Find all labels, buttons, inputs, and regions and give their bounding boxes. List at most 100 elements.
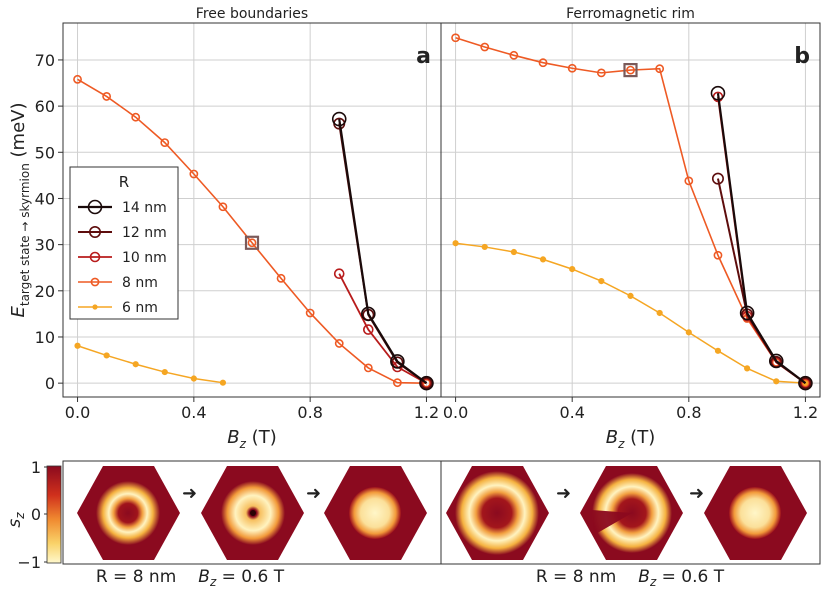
x-tick-label: 0.0 (65, 403, 90, 422)
data-point (219, 379, 227, 386)
series-line-14nm (338, 118, 428, 385)
snapshot-broken-ring (580, 466, 683, 560)
data-point (538, 58, 548, 68)
y-tick-label: 60 (35, 97, 55, 116)
legend-swatch-marker (89, 226, 102, 239)
panel-title: Free boundaries (196, 6, 308, 22)
data-point (131, 112, 141, 122)
data-point (189, 169, 199, 179)
data-point (73, 74, 82, 84)
x-tick-label: 0.4 (559, 403, 584, 422)
data-point (656, 309, 663, 317)
legend-entry-label: 14 nm (122, 200, 167, 216)
legend-entry-label: 6 nm (122, 300, 158, 316)
legend-swatch-marker (87, 199, 103, 215)
data-point (363, 363, 373, 373)
colorbar-tick-label: 0 (31, 505, 41, 524)
series-line-14nm (716, 93, 807, 385)
x-axis-label: Bz (T) (227, 427, 276, 451)
series-line-8nm (455, 37, 806, 384)
legend-entry-label: 8 nm (122, 275, 158, 291)
data-point (627, 292, 634, 299)
data-point (773, 378, 780, 385)
data-point (801, 378, 810, 388)
series-line-8nm (77, 78, 427, 384)
x-axis-label: Bz (T) (606, 427, 655, 451)
colorbar-tick-label: 1 (31, 458, 41, 477)
colorbar-tick-label: −1 (17, 553, 41, 572)
y-tick-label: 20 (35, 282, 55, 301)
arrow-icon: ➜ (182, 483, 197, 504)
series-line-12nm (338, 123, 428, 384)
data-point (218, 202, 228, 212)
legend: R 14 nm 12 nm 10 nm 8 nm 6 nm (69, 166, 179, 320)
data-point (481, 243, 488, 251)
data-point (132, 361, 139, 368)
data-point (422, 378, 431, 388)
highlight-marker (244, 235, 260, 250)
x-tick-label: 0.8 (676, 403, 701, 422)
highlight-marker (623, 62, 638, 78)
data-point (305, 308, 315, 318)
data-point (161, 368, 168, 376)
data-point (744, 365, 751, 372)
y-tick-label: 50 (35, 143, 55, 162)
data-point (392, 378, 402, 388)
panel-letter: a (416, 44, 431, 69)
x-tick-label: 1.2 (793, 403, 818, 422)
data-point (510, 248, 517, 256)
data-point (361, 306, 376, 322)
y-tick-label: 10 (35, 328, 55, 347)
y-tick-label: 30 (35, 236, 55, 255)
snapshot-target-ring (77, 466, 180, 560)
snapshot-skyrmion (324, 466, 427, 560)
data-point (334, 339, 344, 348)
plot-frame (440, 22, 821, 398)
arrow-icon: ➜ (689, 483, 704, 504)
panel-letter: b (794, 44, 810, 69)
snapshot-caption-left: R = 8 nm Bz = 0.6 T (96, 567, 285, 589)
data-point (452, 240, 459, 247)
data-point (539, 256, 547, 263)
data-point (714, 347, 722, 354)
arrow-icon: ➜ (306, 483, 321, 504)
y-tick-label: 70 (35, 51, 55, 70)
snapshot-target-ring-large (446, 466, 549, 560)
panel-title: Ferromagnetic rim (566, 6, 695, 22)
data-point (247, 238, 257, 248)
data-point (596, 68, 606, 78)
data-point (331, 111, 347, 127)
data-point (103, 352, 110, 359)
data-point (74, 342, 81, 349)
x-tick-label: 0.4 (181, 403, 206, 422)
legend-swatch-marker (90, 277, 100, 287)
series-line-6nm (77, 345, 224, 384)
data-point (420, 377, 433, 390)
colorbar-label: sz (5, 512, 27, 528)
data-point (276, 273, 286, 283)
legend-entry-label: 12 nm (122, 225, 167, 241)
legend-title: R (119, 173, 129, 191)
arrow-icon: ➜ (556, 483, 571, 504)
x-tick-label: 0.8 (297, 403, 322, 422)
data-point (710, 85, 726, 101)
y-axis-label: Etarget state → skyrmion (meV) (8, 102, 32, 317)
legend-swatch-marker (92, 304, 98, 310)
data-point (160, 138, 170, 147)
data-point (480, 42, 490, 52)
data-point (598, 278, 605, 285)
spin-texture-strip: ➜ ➜ ➜ ➜ 1 0 (5, 458, 821, 589)
data-point (684, 176, 694, 186)
data-point (567, 63, 577, 73)
data-point (655, 64, 665, 74)
data-point (685, 329, 692, 336)
legend-swatch-marker (89, 251, 101, 263)
x-tick-label: 0.0 (443, 403, 468, 422)
data-point (569, 266, 576, 273)
x-tick-label: 1.2 (414, 403, 439, 422)
colorbar (46, 465, 62, 564)
data-point (509, 50, 519, 60)
snapshot-target-with-core (201, 466, 304, 560)
data-point (711, 172, 724, 185)
